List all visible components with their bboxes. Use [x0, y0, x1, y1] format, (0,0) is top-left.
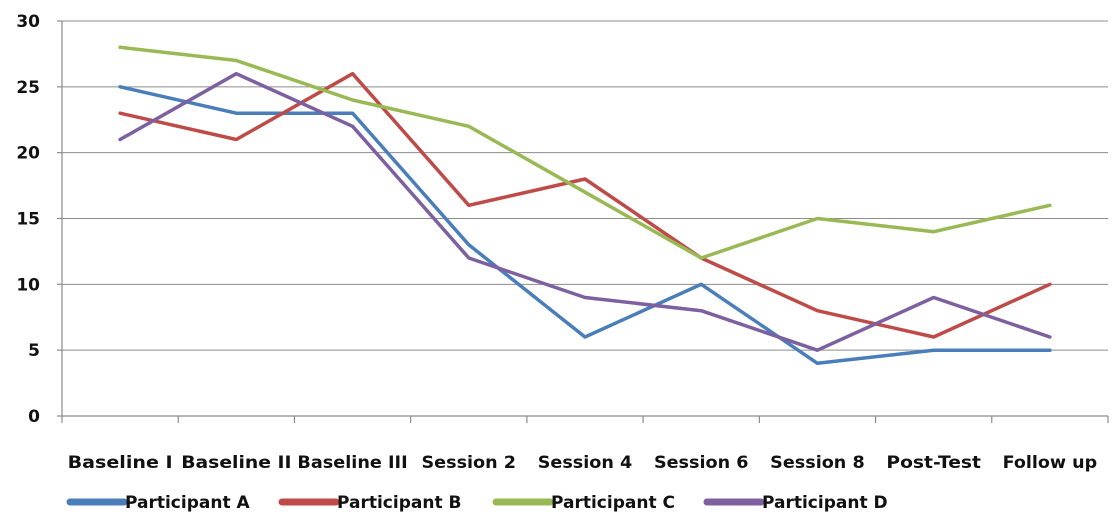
y-tick-label: 30 — [16, 12, 40, 32]
x-tick-label: Baseline III — [297, 453, 407, 473]
x-tick-labels: Baseline I Baseline II Baseline III Session… — [68, 453, 1098, 473]
legend-item: Participant D — [703, 493, 888, 513]
y-tick-label: 15 — [16, 210, 40, 230]
legend-label: Participant A — [125, 493, 251, 513]
series-lines — [118, 45, 1052, 366]
y-tick-label: 5 — [28, 341, 40, 361]
axes — [57, 20, 1109, 423]
x-tick-label: Follow up — [1003, 453, 1098, 473]
y-tick-label: 25 — [16, 78, 40, 98]
legend-label: Participant D — [762, 493, 888, 513]
x-tick-label: Baseline II — [181, 453, 291, 473]
x-tick-label: Session 2 — [422, 453, 517, 473]
x-tick-label: Baseline I — [68, 453, 173, 473]
series-line-c — [118, 45, 1052, 260]
y-tick-label: 20 — [16, 144, 40, 164]
legend-label: Participant C — [551, 493, 675, 513]
y-tick-label: 0 — [28, 407, 40, 427]
legend-item: Participant C — [492, 493, 675, 513]
gridlines — [62, 20, 1108, 351]
legend: Participant A Participant B Participant C P… — [66, 493, 888, 513]
y-tick-label: 10 — [16, 275, 40, 295]
series-line-d — [118, 71, 1052, 352]
legend-label: Participant B — [337, 493, 461, 513]
series-line-a — [118, 85, 1052, 366]
legend-item: Participant B — [278, 493, 461, 513]
series-line-b — [118, 71, 1052, 339]
y-tick-labels: 0 5 10 15 20 25 30 — [16, 12, 40, 427]
x-tick-label: Session 6 — [654, 453, 749, 473]
x-tick-label: Session 4 — [538, 453, 633, 473]
x-tick-label: Session 8 — [770, 453, 865, 473]
x-tick-label: Post-Test — [886, 453, 981, 473]
legend-item: Participant A — [66, 493, 251, 513]
